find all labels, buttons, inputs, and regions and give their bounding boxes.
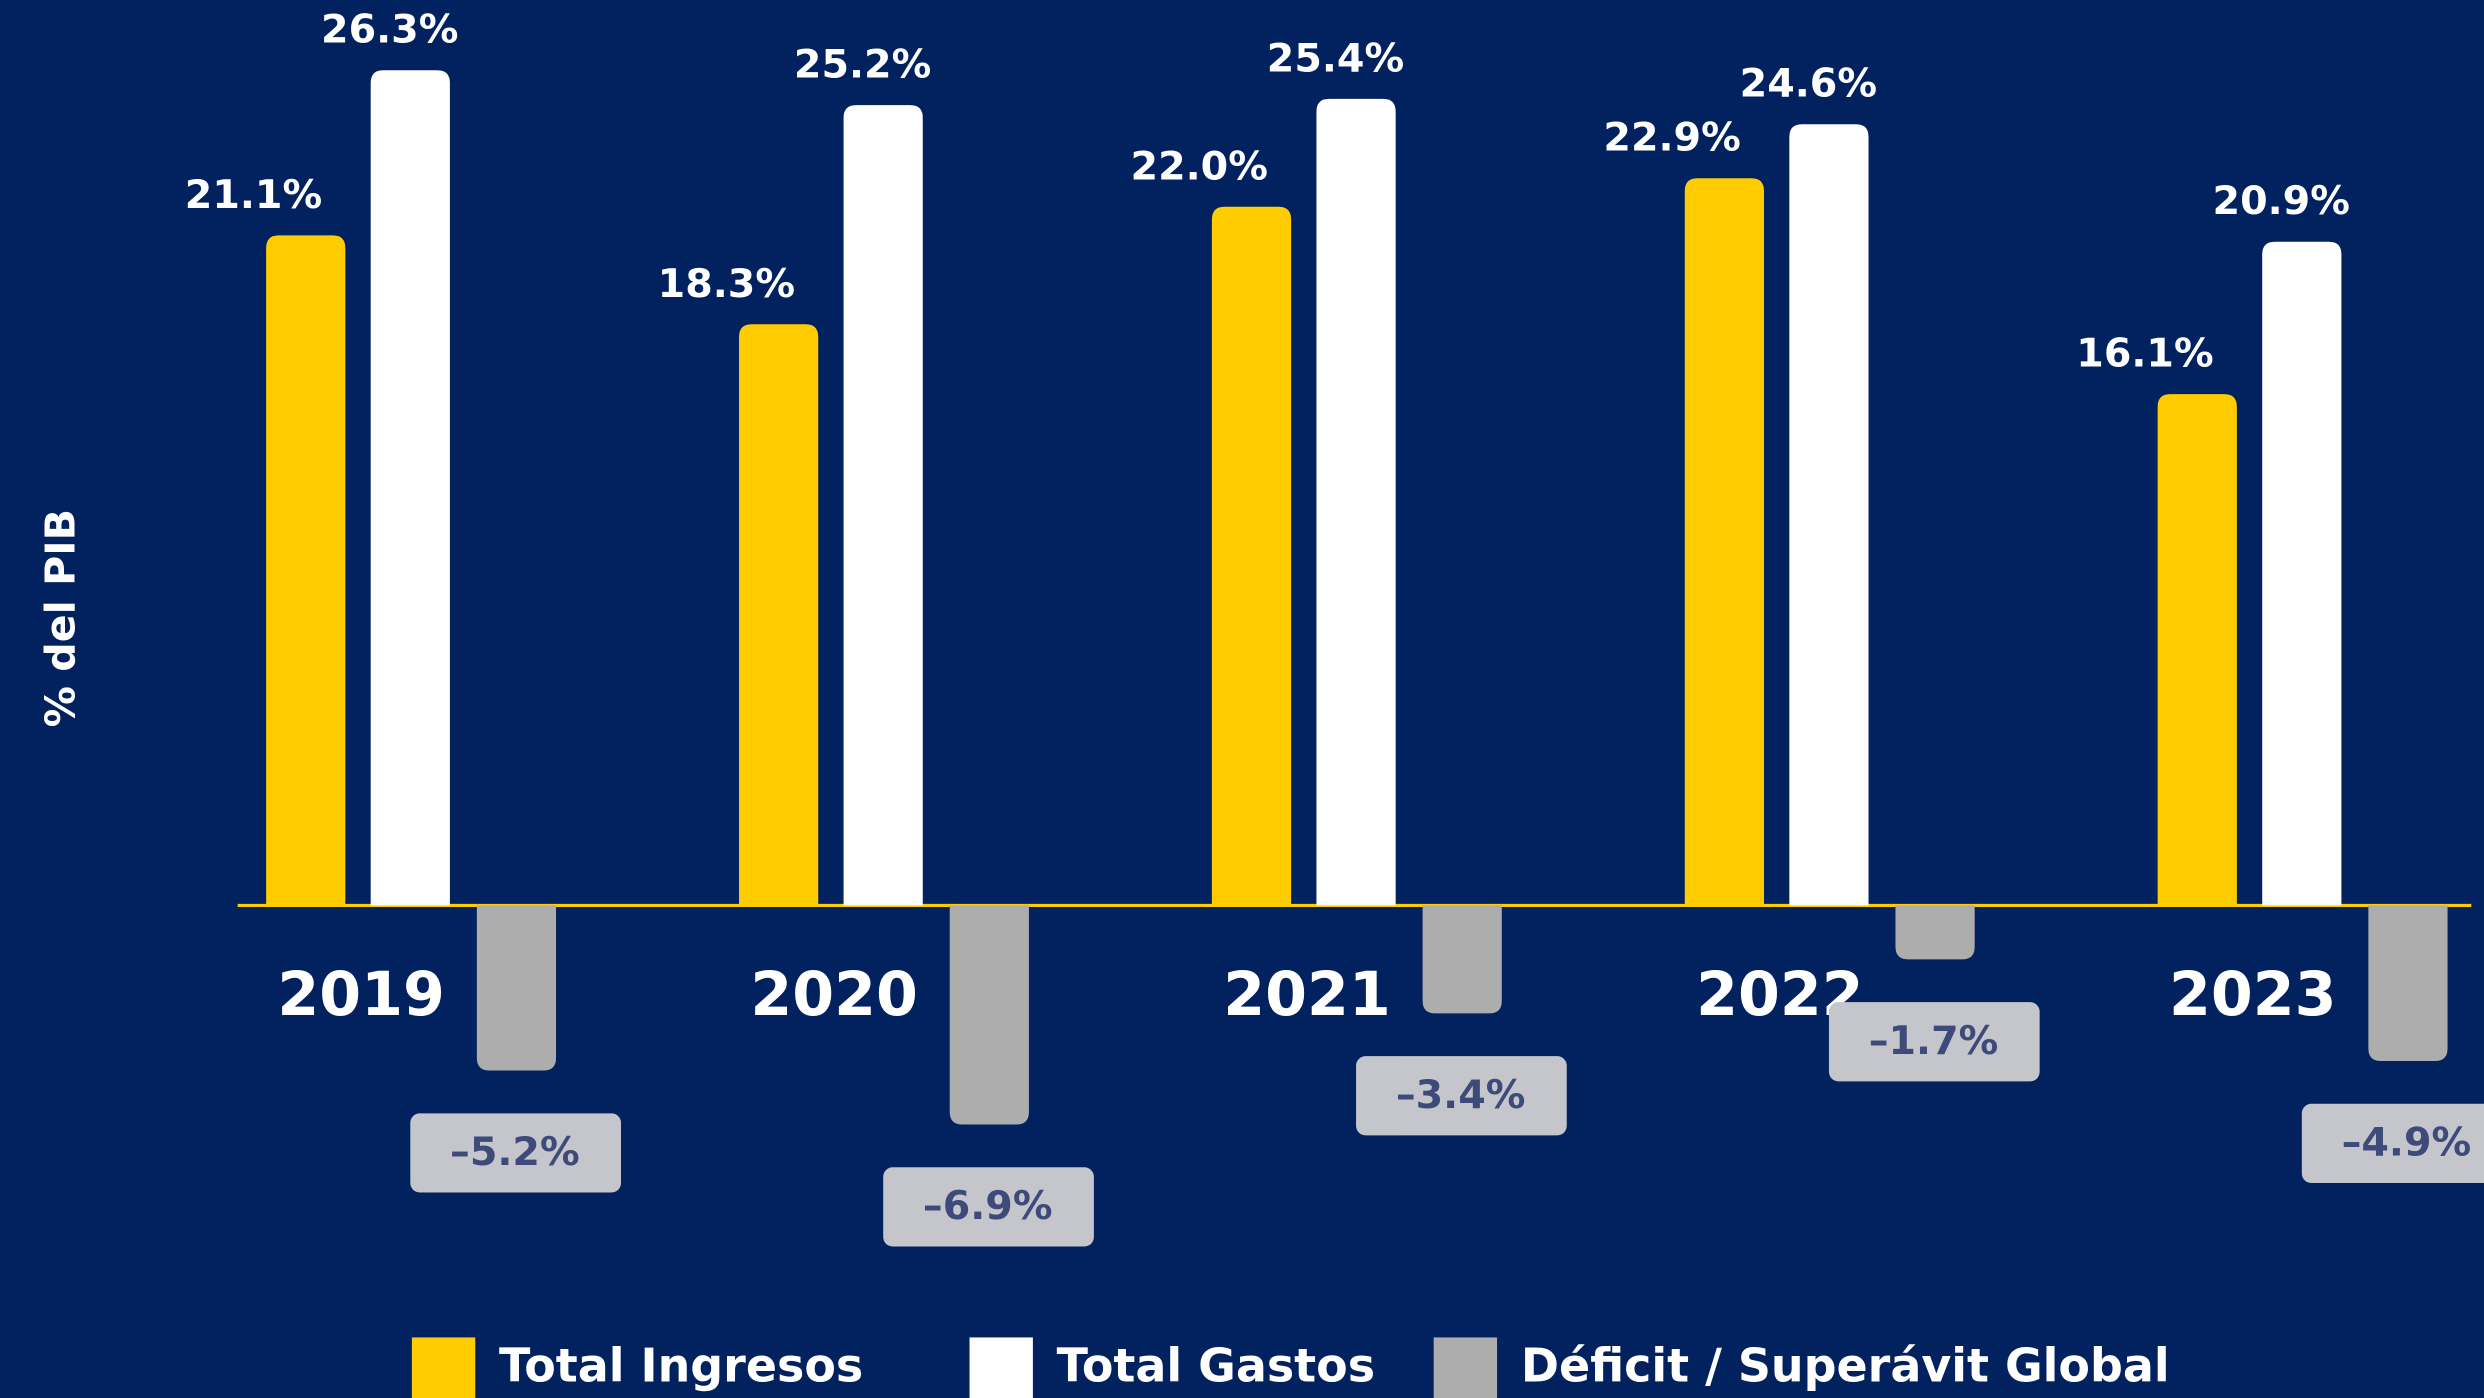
value-label: 24.6% [1740, 61, 1877, 107]
bar [2157, 394, 2237, 906]
value-label-box [410, 1113, 621, 1193]
value-label: 18.3% [658, 261, 795, 307]
bar [1789, 124, 1869, 906]
legend-swatch [411, 1337, 476, 1398]
bar [2262, 241, 2342, 906]
value-label-box [883, 1167, 1094, 1247]
bar [2368, 905, 2448, 1062]
value-label-box [1828, 1002, 2040, 1082]
value-label: 25.2% [794, 42, 931, 88]
bar [1684, 178, 1764, 906]
x-tick-label: 2021 [1223, 960, 1391, 1030]
value-label: 21.1% [185, 172, 322, 218]
value-label: –1.7% [1869, 1018, 1999, 1064]
value-label: 16.1% [2076, 331, 2213, 377]
x-tick-label: 2020 [750, 960, 918, 1030]
legend-swatch [1433, 1337, 1498, 1398]
legend-label: Total Ingresos [499, 1339, 863, 1393]
value-label: 20.9% [2213, 178, 2350, 224]
value-label: –3.4% [1396, 1072, 1526, 1118]
value-label: 26.3% [321, 7, 458, 53]
bar [1895, 905, 1975, 960]
bar [266, 235, 346, 906]
bar [843, 105, 923, 906]
legend-label: Déficit / Superávit Global [1521, 1339, 2170, 1393]
legend-swatch [969, 1337, 1033, 1398]
x-tick-label: 2019 [277, 960, 445, 1030]
bar [1422, 905, 1502, 1014]
value-label: –5.2% [450, 1129, 580, 1175]
value-label: 25.4% [1267, 35, 1404, 81]
bar [370, 70, 450, 906]
bar [1316, 98, 1396, 906]
x-tick-label: 2023 [2169, 960, 2337, 1030]
bar [739, 324, 819, 906]
value-label: 22.0% [1131, 143, 1268, 189]
value-label-box [2301, 1103, 2484, 1183]
bar [476, 905, 557, 1071]
bar [1211, 206, 1292, 906]
value-label: –6.9% [923, 1183, 1053, 1229]
legend-label: Total Gastos [1057, 1339, 1375, 1393]
value-label: –4.9% [2342, 1119, 2472, 1165]
y-axis-label: % del PIB [36, 509, 84, 727]
bar [949, 905, 1029, 1125]
value-label-box [1356, 1056, 1567, 1136]
value-label: 22.9% [1603, 115, 1740, 161]
